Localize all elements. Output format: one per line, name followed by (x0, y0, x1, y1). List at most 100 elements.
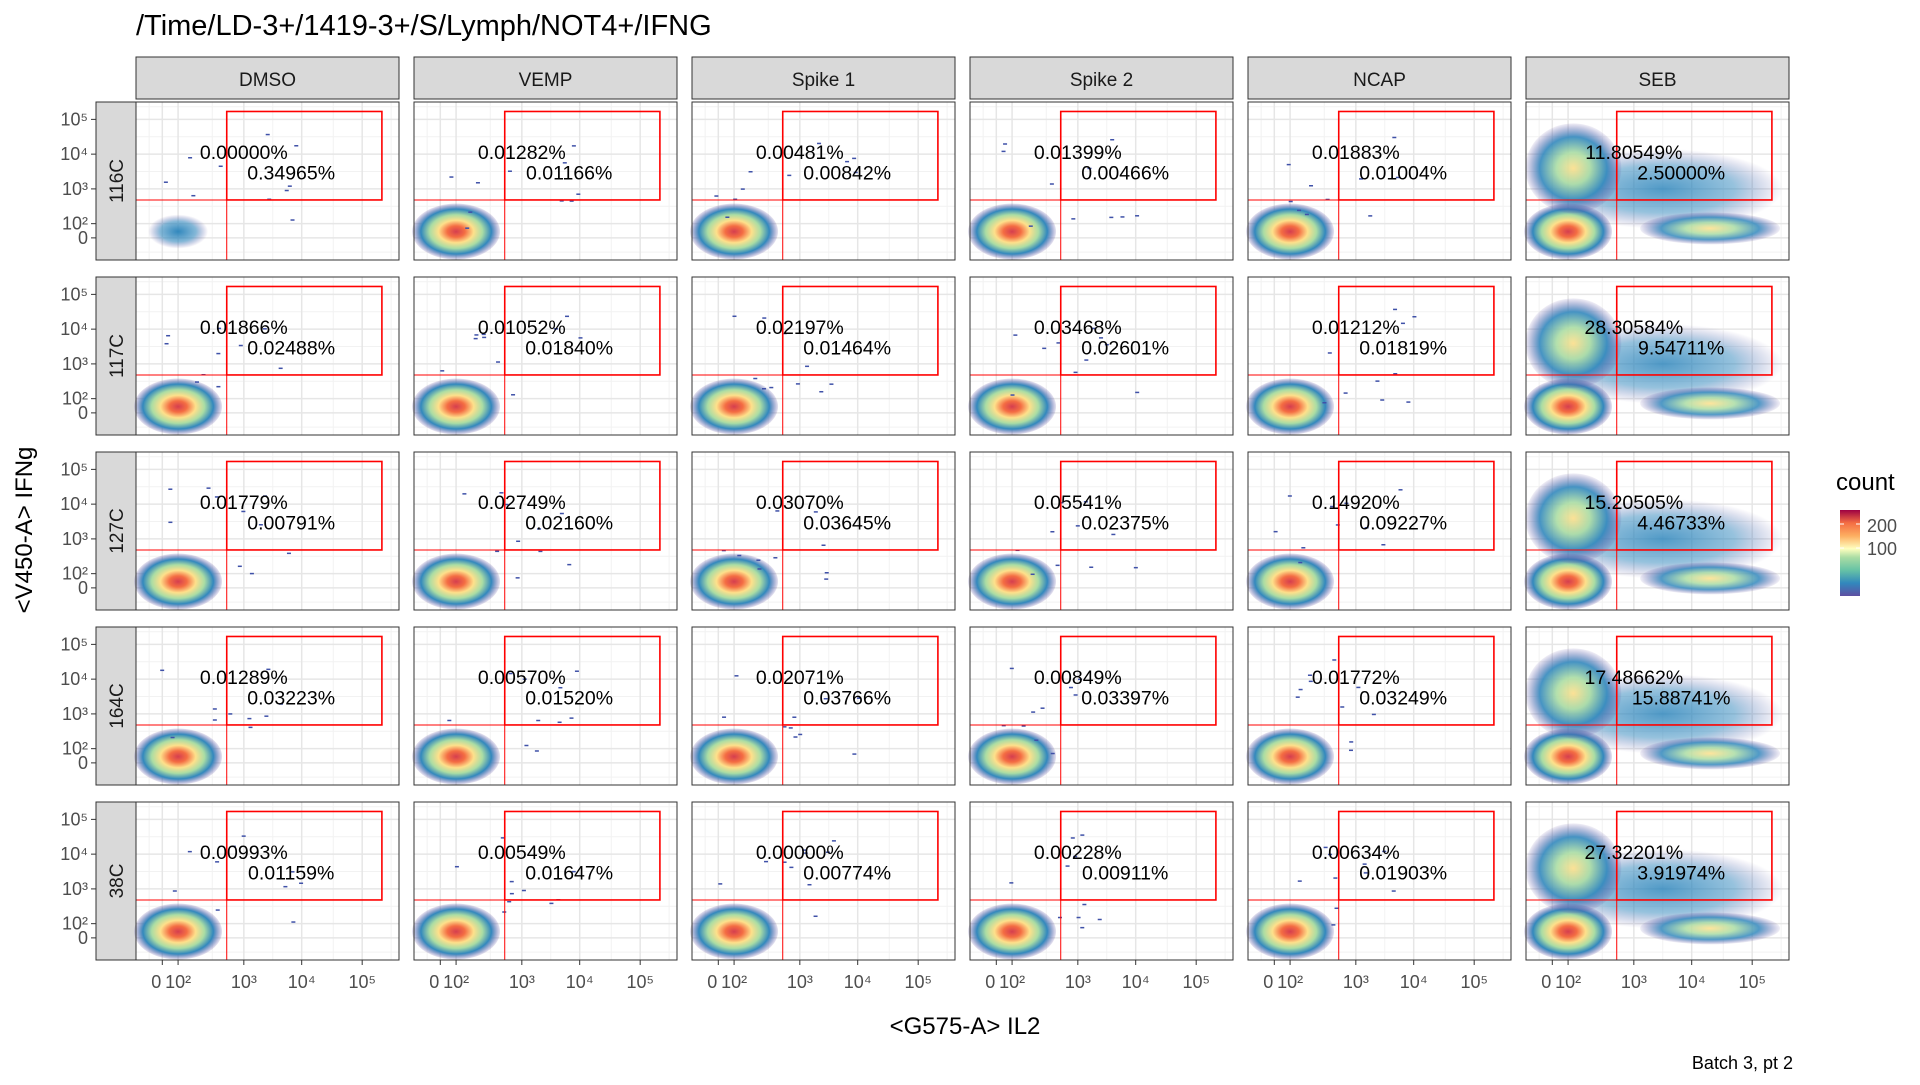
gate-box (1059, 460, 1217, 551)
event-point (170, 736, 175, 739)
panel-border (1247, 101, 1512, 261)
event-point (1111, 533, 1116, 536)
event-point (571, 870, 576, 873)
panel-border (135, 276, 400, 436)
event-point (1133, 566, 1138, 569)
y-tick-label: 10² (62, 389, 88, 409)
x-tick-label: 10² (1555, 972, 1581, 992)
event-point (821, 544, 826, 546)
gate-percent-double: 0.00911% (1082, 862, 1168, 884)
event-point (1110, 138, 1115, 141)
event-point (1021, 725, 1026, 727)
panel-border (1247, 451, 1512, 611)
gate-box (1615, 285, 1773, 376)
x-tick-label: 10³ (1065, 972, 1091, 992)
event-point (773, 557, 778, 559)
event-point (1334, 907, 1339, 910)
event-point (1120, 216, 1125, 218)
event-point (569, 717, 574, 719)
event-point (1412, 315, 1417, 318)
event-point (290, 871, 295, 873)
event-point (1097, 918, 1102, 921)
event-point (215, 909, 220, 911)
x-tick-label: 10⁵ (904, 972, 931, 992)
event-point (1075, 525, 1080, 527)
gate-percent-double: 3.91974% (1637, 862, 1725, 884)
event-point (263, 495, 268, 497)
gate-percent-ifng: 17.48662% (1584, 667, 1683, 689)
event-point (576, 193, 581, 195)
event-point (792, 716, 797, 718)
event-point (1286, 163, 1291, 166)
panel-border (413, 626, 678, 786)
event-point (789, 866, 794, 869)
event-point (264, 715, 269, 717)
event-point (536, 719, 541, 722)
facet-panel: 0.01772%0.03249% (1246, 626, 1512, 786)
cell-population (412, 203, 501, 260)
panel-border (969, 801, 1234, 961)
row-strip-label: 117C (107, 334, 128, 378)
event-point (1343, 392, 1348, 394)
cell-population (690, 203, 779, 260)
gate-box (781, 285, 939, 376)
event-point (266, 668, 271, 671)
facet-panel: 0.01866%0.02488% (134, 276, 400, 436)
y-axes: 10⁵10⁴10³10²010⁵10⁴10³10²010⁵10⁴10³10²01… (60, 109, 96, 948)
event-point (1308, 680, 1313, 683)
event-point (803, 852, 808, 854)
event-point (164, 342, 169, 345)
panel-border (1525, 626, 1790, 786)
gate-box (781, 635, 939, 726)
cell-population (412, 728, 501, 785)
event-point (248, 726, 253, 729)
facet-panel: 0.00228%0.00911% (968, 801, 1234, 961)
event-point (1393, 308, 1398, 311)
gate-percent-double: 0.00842% (803, 162, 891, 184)
event-point (284, 189, 289, 192)
facet-panel: 0.03468%0.02601% (968, 276, 1234, 436)
event-point (534, 750, 539, 752)
event-point (1380, 399, 1385, 401)
event-point (1089, 566, 1094, 568)
event-point (262, 328, 267, 330)
panel-border (1247, 801, 1512, 961)
event-point (447, 719, 452, 722)
x-tick-label: 10⁵ (1738, 972, 1765, 992)
event-point (813, 511, 818, 513)
gate-percent-ifng: 0.14920% (1312, 492, 1400, 514)
event-point (852, 753, 857, 755)
event-point (569, 200, 574, 202)
event-point (1349, 741, 1354, 743)
event-point (206, 487, 211, 489)
event-point (1406, 401, 1411, 403)
event-point (241, 510, 246, 513)
event-point (1332, 659, 1337, 661)
x-axis: 0 10² 10³ 10⁴ 10⁵ (429, 960, 654, 992)
event-point (1049, 183, 1054, 185)
column-strip-label: DMSO (239, 70, 296, 91)
event-point (856, 697, 861, 699)
event-point (782, 332, 787, 335)
event-point (516, 540, 521, 543)
event-point (499, 492, 504, 494)
event-point (1288, 200, 1293, 203)
gate-box (503, 810, 661, 901)
event-point (509, 892, 514, 895)
x-tick-label: 0 (1541, 972, 1551, 992)
event-point (1073, 855, 1078, 858)
gate-percent-double: 0.03397% (1081, 687, 1169, 709)
column-strip-label: VEMP (519, 70, 573, 91)
event-point (1375, 380, 1380, 382)
event-point (507, 170, 512, 172)
event-point (465, 227, 470, 229)
event-point (1071, 218, 1076, 220)
y-tick-label: 10² (62, 739, 88, 759)
event-point (557, 721, 562, 724)
event-point (1395, 176, 1400, 179)
event-point (278, 367, 283, 370)
gate-box (1059, 810, 1217, 901)
y-tick-label: 10³ (62, 704, 88, 724)
